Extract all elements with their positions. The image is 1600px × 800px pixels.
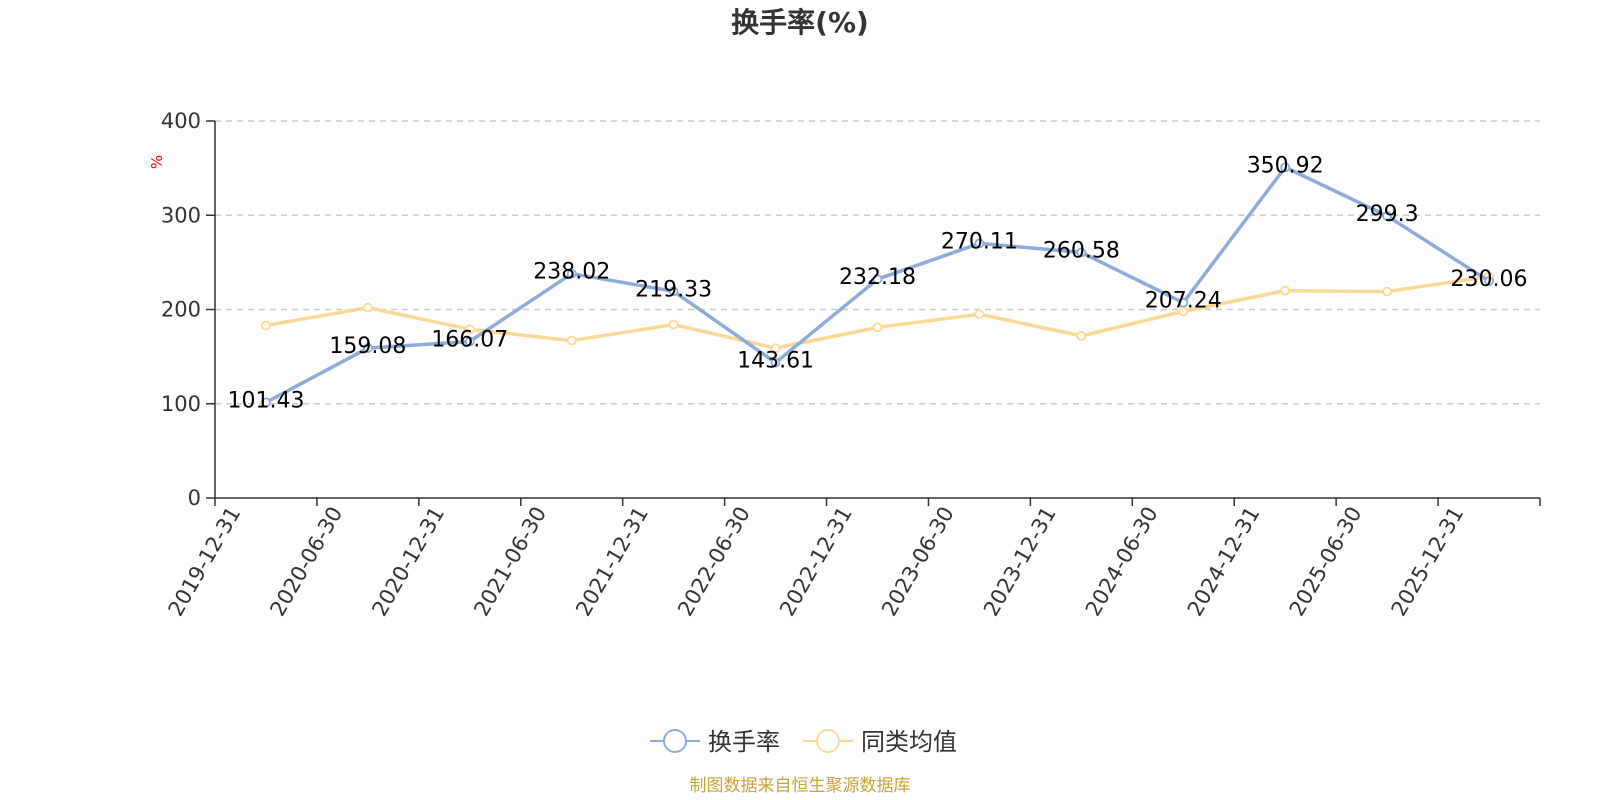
data-point <box>1076 330 1087 341</box>
axes: 0 100 200 300 400 2019-12-31 2020-06-30 2020-12… <box>161 109 1541 621</box>
legend-label: 换手率 <box>708 728 780 756</box>
x-tick-label: 2022-06-30 <box>673 503 755 621</box>
y-tick-label: 0 <box>188 486 201 510</box>
data-point <box>668 286 679 297</box>
y-tick-label: 100 <box>161 392 201 416</box>
legend-item-peer-average[interactable]: 同类均值 <box>803 728 957 756</box>
data-label: 299.3 <box>1356 202 1419 227</box>
x-tick-label: 2024-12-31 <box>1183 503 1265 621</box>
y-tick-label: 400 <box>161 109 201 133</box>
x-tick-label: 2020-06-30 <box>265 503 347 621</box>
x-tick-label: 2021-12-31 <box>571 503 653 621</box>
data-point <box>464 336 475 347</box>
data-point <box>1484 276 1494 287</box>
data-label: 350.92 <box>1247 153 1324 178</box>
data-point <box>362 343 373 353</box>
data-label: 159.08 <box>329 334 406 359</box>
data-point <box>1178 297 1189 308</box>
legend-label: 同类均值 <box>861 728 957 756</box>
data-point <box>770 357 781 368</box>
x-tick-label: 2024-06-30 <box>1081 503 1163 621</box>
data-label: 219.33 <box>635 277 712 302</box>
grid-lines <box>215 120 1540 405</box>
data-label: 166.07 <box>431 327 508 352</box>
data-point <box>872 322 883 333</box>
y-tick-label: 200 <box>161 298 201 322</box>
y-axis-unit: % <box>148 155 166 169</box>
x-tick-label: 2020-12-31 <box>367 503 449 621</box>
data-point <box>872 274 883 285</box>
data-point <box>362 302 373 313</box>
x-tick-label: 2021-06-30 <box>469 503 551 621</box>
data-point <box>668 319 679 330</box>
legend-marker-icon <box>816 729 840 753</box>
data-label: 230.06 <box>1451 267 1528 292</box>
data-label: 270.11 <box>941 229 1018 254</box>
data-point <box>261 320 271 331</box>
data-label: 207.24 <box>1145 289 1222 314</box>
data-point <box>1076 247 1087 258</box>
x-tick-label: 2025-06-30 <box>1285 503 1367 621</box>
x-tick-label: 2025-12-31 <box>1387 503 1469 621</box>
data-point <box>261 397 271 408</box>
data-point <box>464 324 475 335</box>
x-tick-label: 2023-06-30 <box>877 503 959 621</box>
data-labels: 101.43 159.08 166.07 238.02 219.33 143.61 232.… <box>227 153 1527 413</box>
data-point <box>770 343 781 354</box>
data-point <box>1382 286 1393 297</box>
data-point <box>1280 285 1291 296</box>
data-source-note: 制图数据来自恒生聚源数据库 <box>690 776 911 796</box>
data-label: 260.58 <box>1043 238 1120 263</box>
data-point <box>1382 211 1393 221</box>
legend-marker-icon <box>663 729 687 753</box>
data-point <box>1280 162 1291 173</box>
legend[interactable]: 换手率 同类均值 <box>650 728 957 756</box>
chart-title: 换手率(%) <box>731 6 869 39</box>
data-point <box>974 309 985 320</box>
x-tick-label: 2022-12-31 <box>775 503 857 621</box>
data-point <box>566 335 577 346</box>
x-tick-label: 2023-12-31 <box>979 503 1061 621</box>
series-layer <box>261 162 1494 408</box>
y-tick-label: 300 <box>161 203 201 227</box>
legend-item-turnover[interactable]: 换手率 <box>650 728 780 756</box>
data-point <box>974 238 985 249</box>
data-label: 232.18 <box>839 265 916 290</box>
data-label: 101.43 <box>227 388 304 413</box>
data-point <box>566 268 577 279</box>
data-label: 143.61 <box>737 349 814 374</box>
data-label: 238.02 <box>533 260 610 285</box>
x-tick-label: 2019-12-31 <box>164 503 246 621</box>
